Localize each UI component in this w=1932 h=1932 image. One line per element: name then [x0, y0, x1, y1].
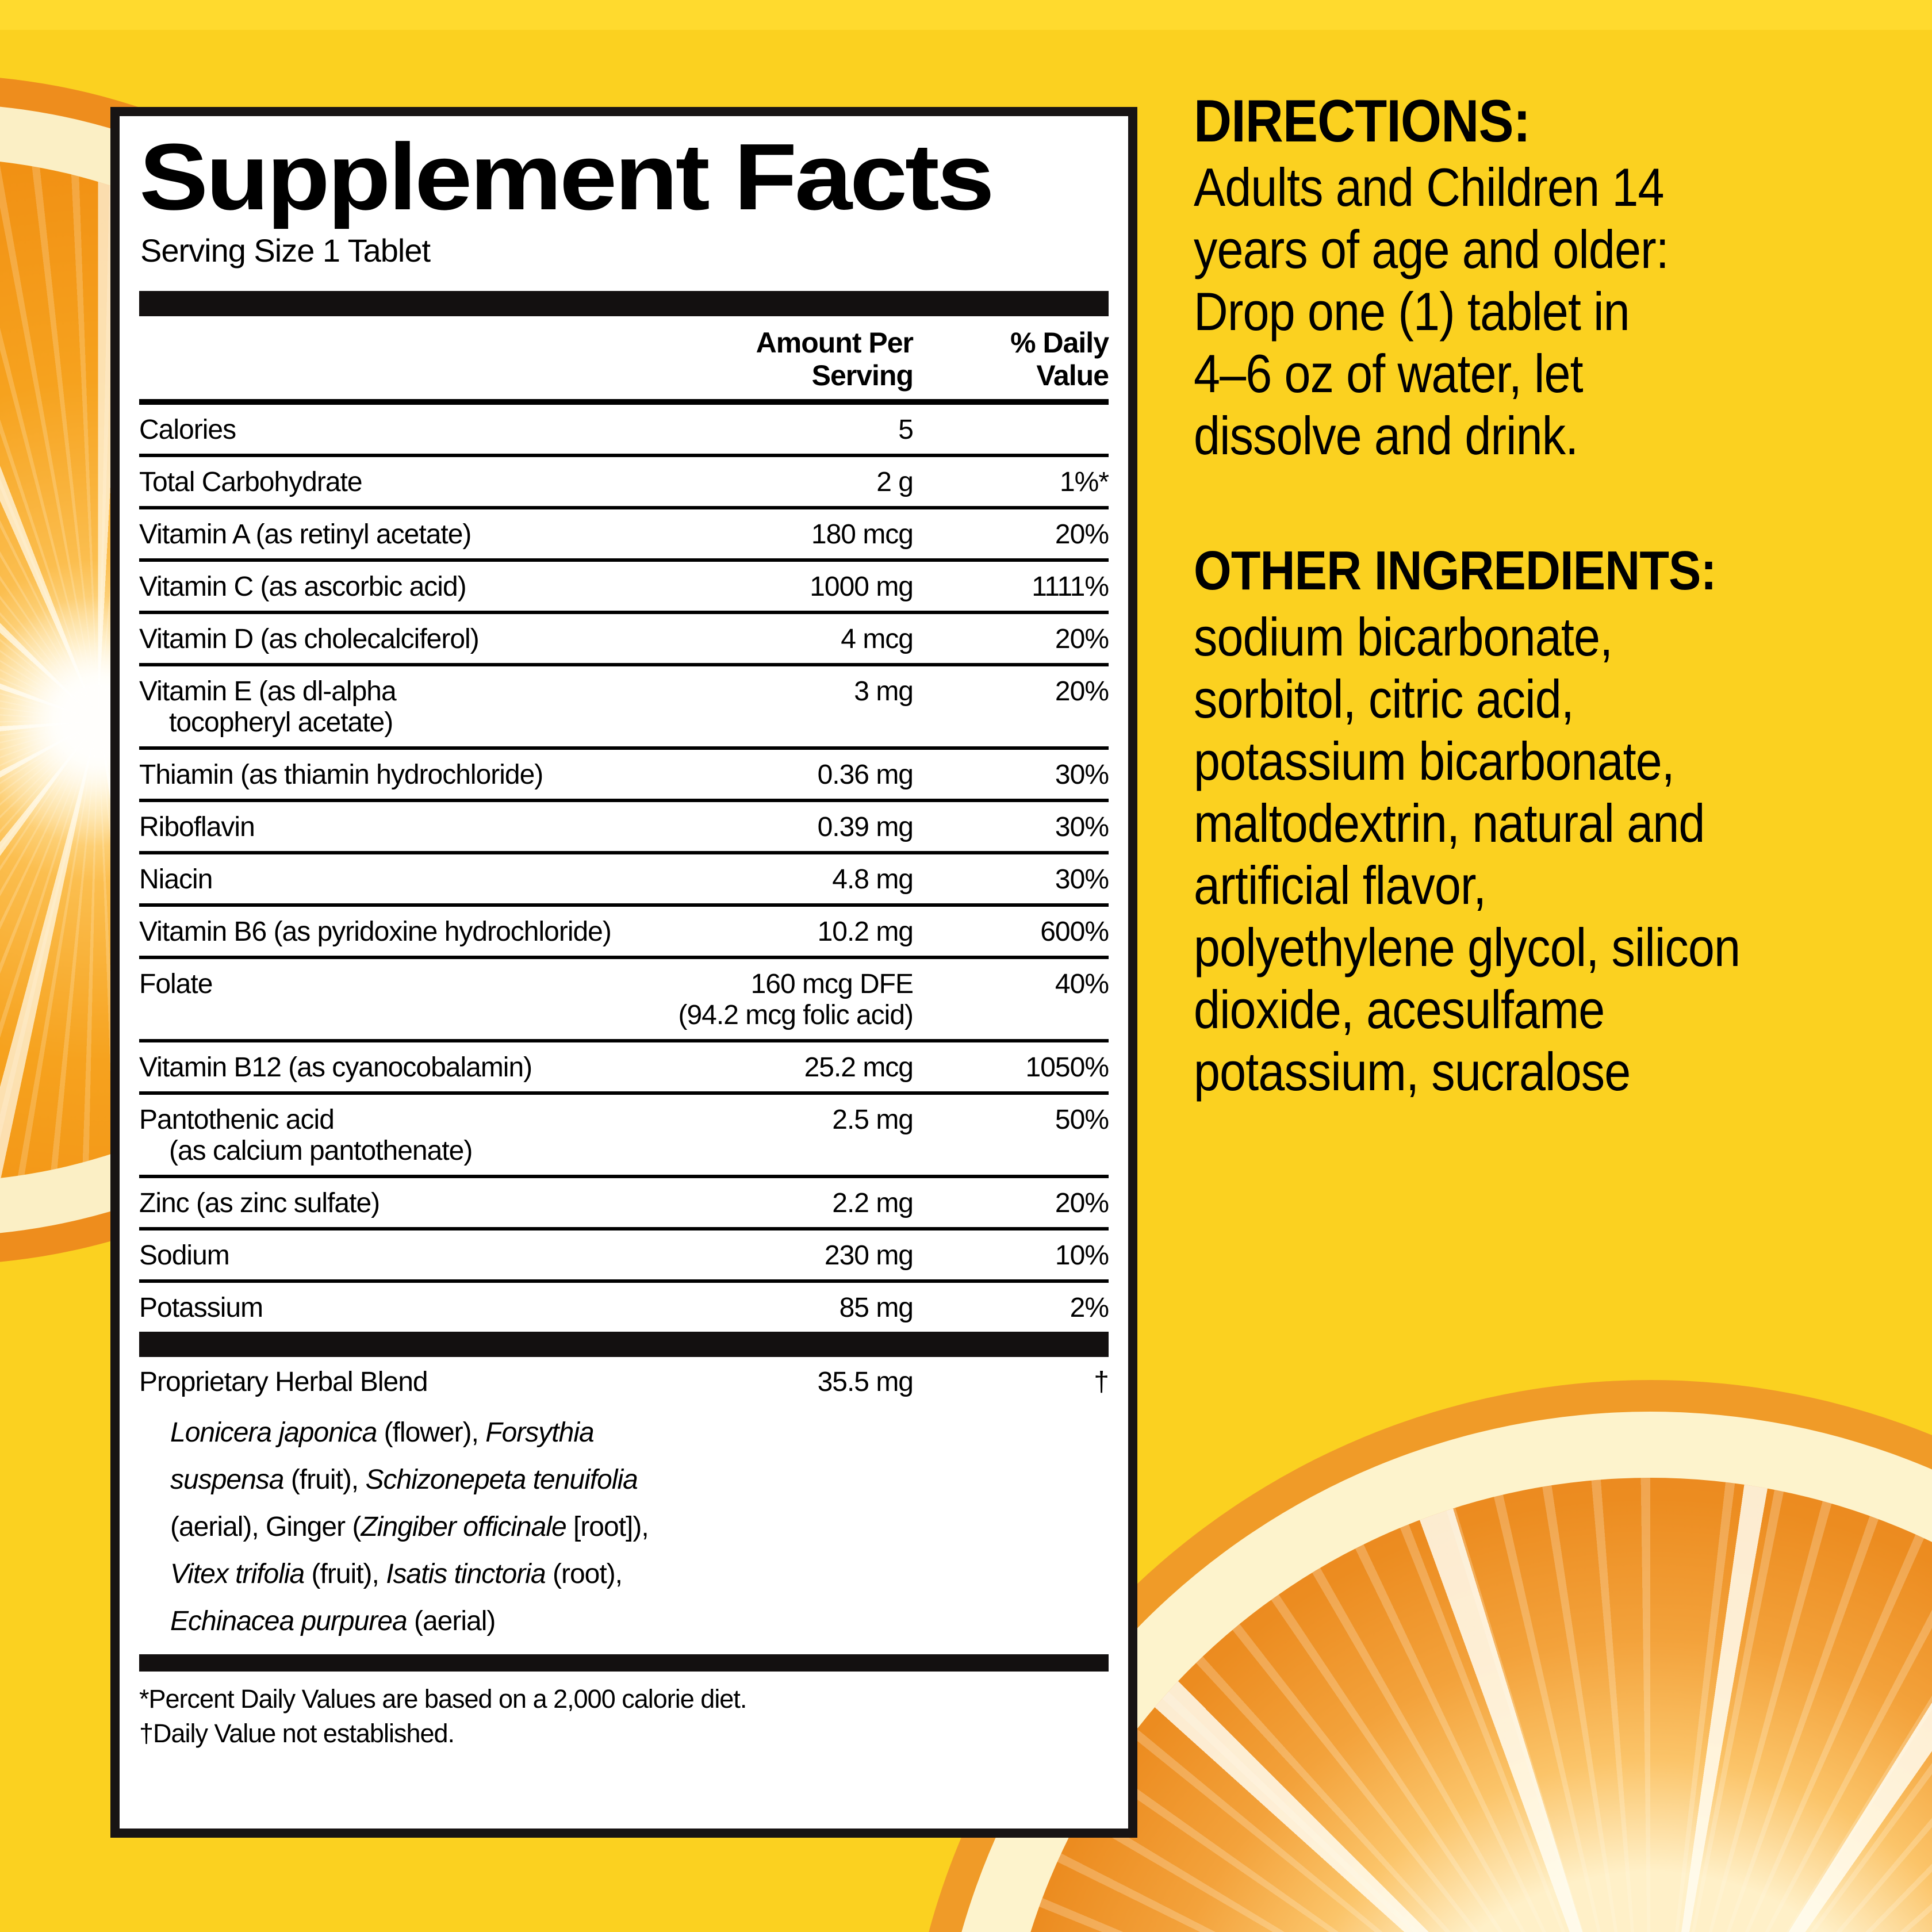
nutrient-name: Vitamin B12 (as cyanocobalamin): [139, 1052, 532, 1083]
herbal-blend-ingredients: Lonicera japonica (flower), Forsythia sus…: [139, 1406, 1109, 1654]
nutrient-name: Niacin: [139, 864, 213, 895]
herbal-blend-amount: 35.5 mg: [817, 1367, 914, 1397]
footnote: *Percent Daily Values are based on a 2,0…: [139, 1684, 747, 1713]
nutrient-name: Folate: [139, 969, 213, 999]
nutrient-amount: 10.2 mg: [817, 917, 914, 947]
nutrient-daily-value: 20%: [1055, 624, 1109, 654]
nutrient-daily-value: 10%: [1055, 1240, 1109, 1271]
nutrient-name: Vitamin E (as dl-alpha: [139, 676, 397, 707]
nutrient-name: Vitamin A (as retinyl acetate): [139, 519, 471, 550]
nutrient-daily-value: 20%: [1055, 676, 1109, 707]
nutrient-name: Total Carbohydrate: [139, 467, 363, 497]
nutrient-daily-value: 1111%: [1032, 572, 1109, 602]
nutrient-daily-value: [913, 415, 1109, 446]
nutrient-amount: 230 mg: [824, 1240, 914, 1271]
directions-body: Adults and Children 14 years of age and …: [1194, 157, 1669, 466]
nutrient-daily-value: 2%: [1070, 1293, 1109, 1323]
nutrient-name: Thiamin (as thiamin hydrochloride): [139, 760, 543, 790]
herbal-ingredient-line: Echinacea purpurea (aerial): [170, 1606, 496, 1636]
column-header-amount: Amount Per Serving: [756, 327, 914, 392]
divider-bar-medium: [139, 1654, 1109, 1672]
nutrient-name: Pantothenic acid: [139, 1105, 335, 1135]
nutrient-row: Vitamin B6 (as pyridoxine hydrochloride)…: [139, 903, 1109, 956]
nutrient-amount: 2.5 mg: [832, 1105, 914, 1135]
nutrient-row: Vitamin C (as ascorbic acid) 1000 mg 111…: [139, 558, 1109, 611]
nutrient-daily-value: 20%: [1055, 519, 1109, 550]
herbal-blend-row: Proprietary Herbal Blend 35.5 mg †: [139, 1357, 1109, 1406]
nutrient-daily-value: 30%: [1055, 864, 1109, 895]
nutrient-name: Sodium: [139, 1240, 230, 1271]
nutrient-amount: 4.8 mg: [832, 864, 914, 895]
divider-bar-thick: [139, 291, 1109, 316]
nutrient-row: Vitamin E (as dl-alpha 3 mg tocopheryl a…: [139, 663, 1109, 746]
herbal-ingredient-line: (aerial), Ginger (Zingiber officinale [r…: [170, 1512, 649, 1542]
nutrient-amount: 180 mcg: [811, 519, 914, 550]
nutrient-amount: 160 mcg DFE: [750, 969, 914, 999]
nutrient-row: Vitamin D (as cholecalciferol) 4 mcg 20%: [139, 611, 1109, 663]
nutrient-amount: 2.2 mg: [832, 1188, 914, 1218]
nutrient-name-line2: tocopheryl acetate): [169, 707, 393, 738]
nutrient-amount: 0.36 mg: [817, 760, 914, 790]
herbal-ingredient-line: Lonicera japonica (flower), Forsythia: [170, 1417, 595, 1448]
supplement-facts-panel: Supplement Facts Serving Size 1 Tablet A…: [110, 107, 1137, 1838]
herbal-ingredient-line: suspensa (fruit), Schizonepeta tenuifoli…: [170, 1465, 638, 1495]
nutrient-amount: 0.39 mg: [817, 812, 914, 842]
other-ingredients-heading: OTHER INGREDIENTS:: [1194, 540, 1717, 601]
directions-heading: DIRECTIONS:: [1194, 88, 1531, 155]
nutrient-daily-value: 1050%: [1025, 1052, 1109, 1083]
divider-bar-thick: [139, 1332, 1109, 1357]
nutrient-daily-value: 30%: [1055, 812, 1109, 842]
nutrient-amount: 2 g: [876, 467, 914, 497]
nutrient-row: Thiamin (as thiamin hydrochloride) 0.36 …: [139, 746, 1109, 799]
right-text-column: DIRECTIONS: Adults and Children 14 years…: [1194, 86, 1932, 1103]
herbal-ingredient-line: Vitex trifolia (fruit), Isatis tinctoria…: [170, 1559, 623, 1589]
nutrient-amount: 5: [898, 415, 914, 445]
nutrient-name: Vitamin C (as ascorbic acid): [139, 572, 467, 602]
herbal-blend-name: Proprietary Herbal Blend: [139, 1367, 428, 1397]
nutrient-row: Riboflavin 0.39 mg 30%: [139, 799, 1109, 851]
nutrient-row: Potassium 85 mg 2%: [139, 1279, 1109, 1332]
nutrient-name-line2: (as calcium pantothenate): [169, 1136, 473, 1166]
nutrient-name: Riboflavin: [139, 812, 255, 842]
herbal-blend-dv: †: [1094, 1367, 1109, 1397]
nutrient-row: Niacin 4.8 mg 30%: [139, 851, 1109, 903]
nutrient-daily-value: 1%*: [1059, 467, 1109, 497]
nutrient-row: Zinc (as zinc sulfate) 2.2 mg 20%: [139, 1175, 1109, 1227]
nutrient-name: Vitamin D (as cholecalciferol): [139, 624, 480, 654]
nutrient-amount: 3 mg: [854, 676, 914, 707]
nutrient-daily-value: 40%: [1055, 969, 1109, 999]
nutrient-row: Vitamin B12 (as cyanocobalamin) 25.2 mcg…: [139, 1039, 1109, 1091]
nutrient-name: Potassium: [139, 1293, 263, 1323]
footnotes: *Percent Daily Values are based on a 2,0…: [139, 1672, 1109, 1751]
nutrient-daily-value: 30%: [1055, 760, 1109, 790]
nutrient-amount-line2: (94.2 mcg folic acid): [678, 1000, 914, 1030]
other-ingredients-body: sodium bicarbonate, sorbitol, citric aci…: [1194, 607, 1741, 1102]
nutrient-row: Pantothenic acid 2.5 mg (as calcium pant…: [139, 1091, 1109, 1175]
nutrient-table: Calories 5 Total Carbohydrate 2 g 1%* Vi…: [139, 405, 1109, 1332]
nutrient-daily-value: 600%: [1040, 917, 1109, 947]
nutrient-daily-value: 50%: [1055, 1105, 1109, 1135]
nutrient-name: Vitamin B6 (as pyridoxine hydrochloride): [139, 917, 612, 947]
top-edge-strip: [0, 0, 1932, 30]
column-headers: Amount Per Serving % Daily Value: [139, 319, 1109, 405]
nutrient-row: Calories 5: [139, 405, 1109, 454]
nutrient-name: Zinc (as zinc sulfate): [139, 1188, 380, 1218]
nutrient-row: Folate 160 mcg DFE (94.2 mcg folic acid)…: [139, 956, 1109, 1039]
nutrient-daily-value: 20%: [1055, 1188, 1109, 1218]
serving-size: Serving Size 1 Tablet: [140, 232, 431, 269]
nutrient-name: Calories: [139, 415, 236, 445]
nutrient-amount: 85 mg: [839, 1293, 914, 1323]
nutrient-amount: 4 mcg: [841, 624, 914, 654]
nutrient-row: Vitamin A (as retinyl acetate) 180 mcg 2…: [139, 506, 1109, 558]
column-header-daily-value: % Daily Value: [1010, 327, 1109, 392]
nutrient-row: Total Carbohydrate 2 g 1%*: [139, 454, 1109, 506]
nutrient-amount: 25.2 mcg: [804, 1052, 914, 1083]
footnote: †Daily Value not established.: [139, 1719, 455, 1748]
nutrient-amount: 1000 mg: [810, 572, 914, 602]
panel-title: Supplement Facts: [139, 124, 995, 229]
nutrient-row: Sodium 230 mg 10%: [139, 1227, 1109, 1279]
